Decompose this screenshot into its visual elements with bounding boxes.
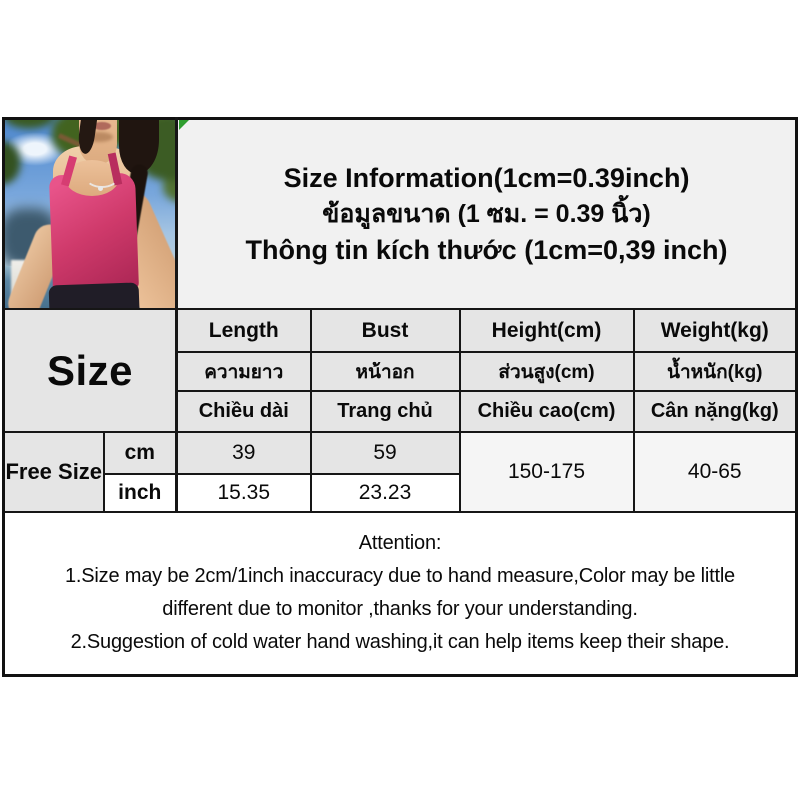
attention-line-2: different due to monitor ,thanks for you… <box>162 598 638 621</box>
size-corner-label: Size <box>2 308 178 433</box>
col-header-length-th: ความยาว <box>175 351 312 392</box>
photo-cell <box>2 117 178 310</box>
value-bust-cm: 59 <box>309 431 461 475</box>
col-header-height-en: Height(cm) <box>458 308 635 353</box>
value-length-inch: 15.35 <box>175 473 312 513</box>
col-header-bust-en: Bust <box>309 308 461 353</box>
photo-dark-skirt <box>48 282 140 308</box>
photo-model-chin-shadow <box>85 132 113 142</box>
title-line-thai: ข้อมูลขนาด (1 ซม. = 0.39 นิ้ว) <box>322 200 651 228</box>
attention-line-1: 1.Size may be 2cm/1inch inaccuracy due t… <box>65 565 735 588</box>
photo-necklace-pendant <box>98 186 103 191</box>
model-photo <box>5 120 175 308</box>
table-row: Attention: 1.Size may be 2cm/1inch inacc… <box>2 511 798 676</box>
table-row: Chiều dài Trang chủ Chiều cao(cm) Cân nặ… <box>4 390 798 433</box>
col-header-height-th: ส่วนสูง(cm) <box>458 351 635 392</box>
attention-line-3: 2.Suggestion of cold water hand washing,… <box>70 631 730 654</box>
attention-heading: Attention: <box>358 532 442 555</box>
col-header-bust-th: หน้าอก <box>309 351 461 392</box>
col-header-length-vi: Chiều dài <box>175 390 312 433</box>
cell-corner-flag-icon <box>179 120 189 130</box>
col-header-weight-en: Weight(kg) <box>632 308 798 353</box>
row-label-free-size: Free Size <box>2 431 105 513</box>
table-row: Size Length Bust Height(cm) Weight(kg) <box>2 308 798 433</box>
table-row: inch 15.35 23.23 <box>4 473 797 513</box>
photo-model-lips <box>93 122 111 130</box>
col-header-length-en: Length <box>175 308 312 353</box>
unit-inch: inch <box>102 473 178 513</box>
value-weight-range: 40-65 <box>632 431 798 513</box>
title-line-english: Size Information(1cm=0.39inch) <box>283 163 690 193</box>
size-info-title-cell: Size Information(1cm=0.39inch) ข้อมูลขนา… <box>174 117 798 310</box>
photo-necklace <box>85 166 119 188</box>
value-height-range: 150-175 <box>458 431 635 513</box>
title-line-vietnamese: Thông tin kích thước (1cm=0,39 inch) <box>245 235 728 265</box>
col-header-bust-vi: Trang chủ <box>309 390 461 433</box>
col-header-weight-vi: Cân nặng(kg) <box>632 390 798 433</box>
table-row: Free Size cm 39 59 150-175 40-65 <box>2 431 798 513</box>
col-header-weight-th: น้ำหนัก(kg) <box>632 351 798 392</box>
table-row: Size Information(1cm=0.39inch) ข้อมูลขนา… <box>2 117 798 310</box>
value-length-cm: 39 <box>175 431 312 475</box>
size-chart-table: Size Information(1cm=0.39inch) ข้อมูลขนา… <box>2 117 799 677</box>
value-bust-inch: 23.23 <box>309 473 461 513</box>
attention-note-cell: Attention: 1.Size may be 2cm/1inch inacc… <box>2 511 798 676</box>
unit-cm: cm <box>102 431 178 475</box>
table-row: ความยาว หน้าอก ส่วนสูง(cm) น้ำหนัก(kg) <box>4 351 798 392</box>
col-header-height-vi: Chiều cao(cm) <box>458 390 635 433</box>
